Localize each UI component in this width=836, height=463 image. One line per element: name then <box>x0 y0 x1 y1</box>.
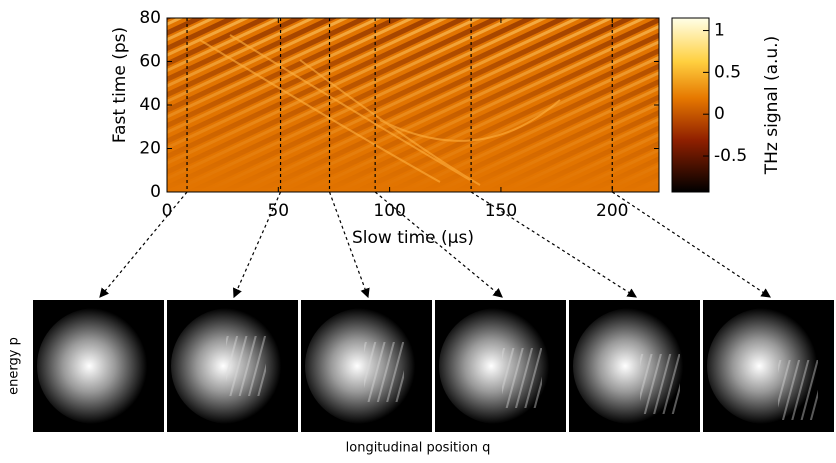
snapshot-filaments <box>640 354 680 414</box>
x-tick-label: 50 <box>267 201 289 221</box>
y-tick-label: 80 <box>139 8 161 28</box>
colorbar-tick-label: -0.5 <box>714 146 747 166</box>
snapshot-filaments <box>226 336 266 396</box>
colorbar <box>671 17 710 193</box>
y-tick-label: 40 <box>139 95 161 115</box>
x-axis-label: Slow time (µs) <box>352 228 474 248</box>
y-tick-label: 60 <box>139 52 161 72</box>
marker-arrow <box>470 191 638 298</box>
marker-arrow <box>233 191 282 299</box>
snapshot-y-label: energy p <box>7 337 22 395</box>
y-axis-label: Fast time (ps) <box>110 27 130 143</box>
heatmap <box>166 17 660 193</box>
snapshot-filaments <box>778 360 818 420</box>
x-tick-label: 0 <box>162 201 173 221</box>
marker-arrow <box>611 191 771 298</box>
x-tick-label: 100 <box>373 201 405 221</box>
snapshot-x-label: longitudinal position q <box>346 441 491 456</box>
y-tick-label: 0 <box>150 182 161 202</box>
marker-arrow <box>99 191 188 298</box>
marker-arrow <box>328 191 370 299</box>
snapshot-filaments <box>364 342 404 402</box>
heatmap-texture <box>199 34 561 186</box>
colorbar-tick-label: 0 <box>714 104 725 124</box>
colorbar-tick-label: 0.5 <box>714 62 741 82</box>
x-tick-label: 200 <box>596 201 628 221</box>
colorbar-label: THz signal (a.u.) <box>762 36 782 175</box>
y-tick-label: 20 <box>139 139 161 159</box>
colorbar-tick-label: 1 <box>714 21 725 41</box>
snapshot-beam <box>37 308 153 424</box>
snapshot-filaments <box>502 348 542 408</box>
